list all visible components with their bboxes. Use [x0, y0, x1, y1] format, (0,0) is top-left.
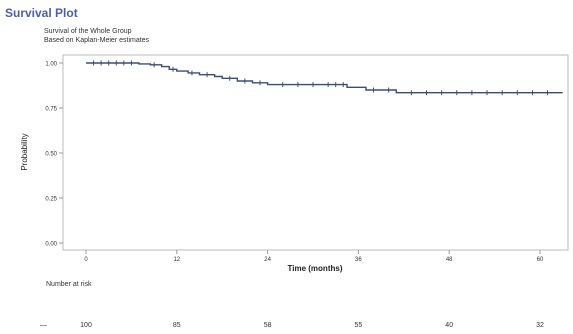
censor-marks — [93, 60, 549, 96]
chart-subtitle-method: Based on Kaplan-Meier estimates — [44, 37, 150, 44]
x-axis-label: Time (months) — [288, 264, 343, 273]
risk-table: — 100 85 58 55 40 32 — [40, 322, 544, 329]
survival-curve — [86, 62, 563, 94]
chart-subtitle: Survival of the Whole Group — [44, 28, 132, 35]
x-tick-label: 60 — [537, 257, 544, 263]
risk-value: 100 — [80, 322, 92, 329]
risk-value: 85 — [173, 322, 181, 329]
y-tick-label: 0.50 — [45, 152, 57, 158]
y-tick-label: 1.00 — [45, 62, 57, 68]
x-tick-label: 24 — [264, 257, 271, 263]
risk-value: 40 — [445, 322, 453, 329]
x-tick-label: 48 — [446, 257, 453, 263]
risk-value: 58 — [264, 322, 272, 329]
risk-row-label: — — [40, 322, 47, 329]
y-axis: 0.00 0.25 0.50 0.75 1.00 — [45, 62, 63, 248]
risk-table-title: Number at risk — [46, 281, 92, 288]
y-axis-label: Probability — [20, 133, 29, 170]
y-tick-label: 0.75 — [45, 107, 57, 113]
x-axis: 0 12 24 36 48 60 — [84, 250, 544, 263]
x-tick-label: 36 — [355, 257, 362, 263]
x-tick-label: 12 — [173, 257, 180, 263]
y-tick-label: 0.25 — [45, 197, 57, 203]
risk-value: 32 — [536, 322, 544, 329]
chart-title: Survival Plot — [5, 6, 78, 20]
y-tick-label: 0.00 — [45, 242, 57, 248]
x-tick-label: 0 — [84, 257, 88, 263]
risk-value: 55 — [355, 322, 363, 329]
